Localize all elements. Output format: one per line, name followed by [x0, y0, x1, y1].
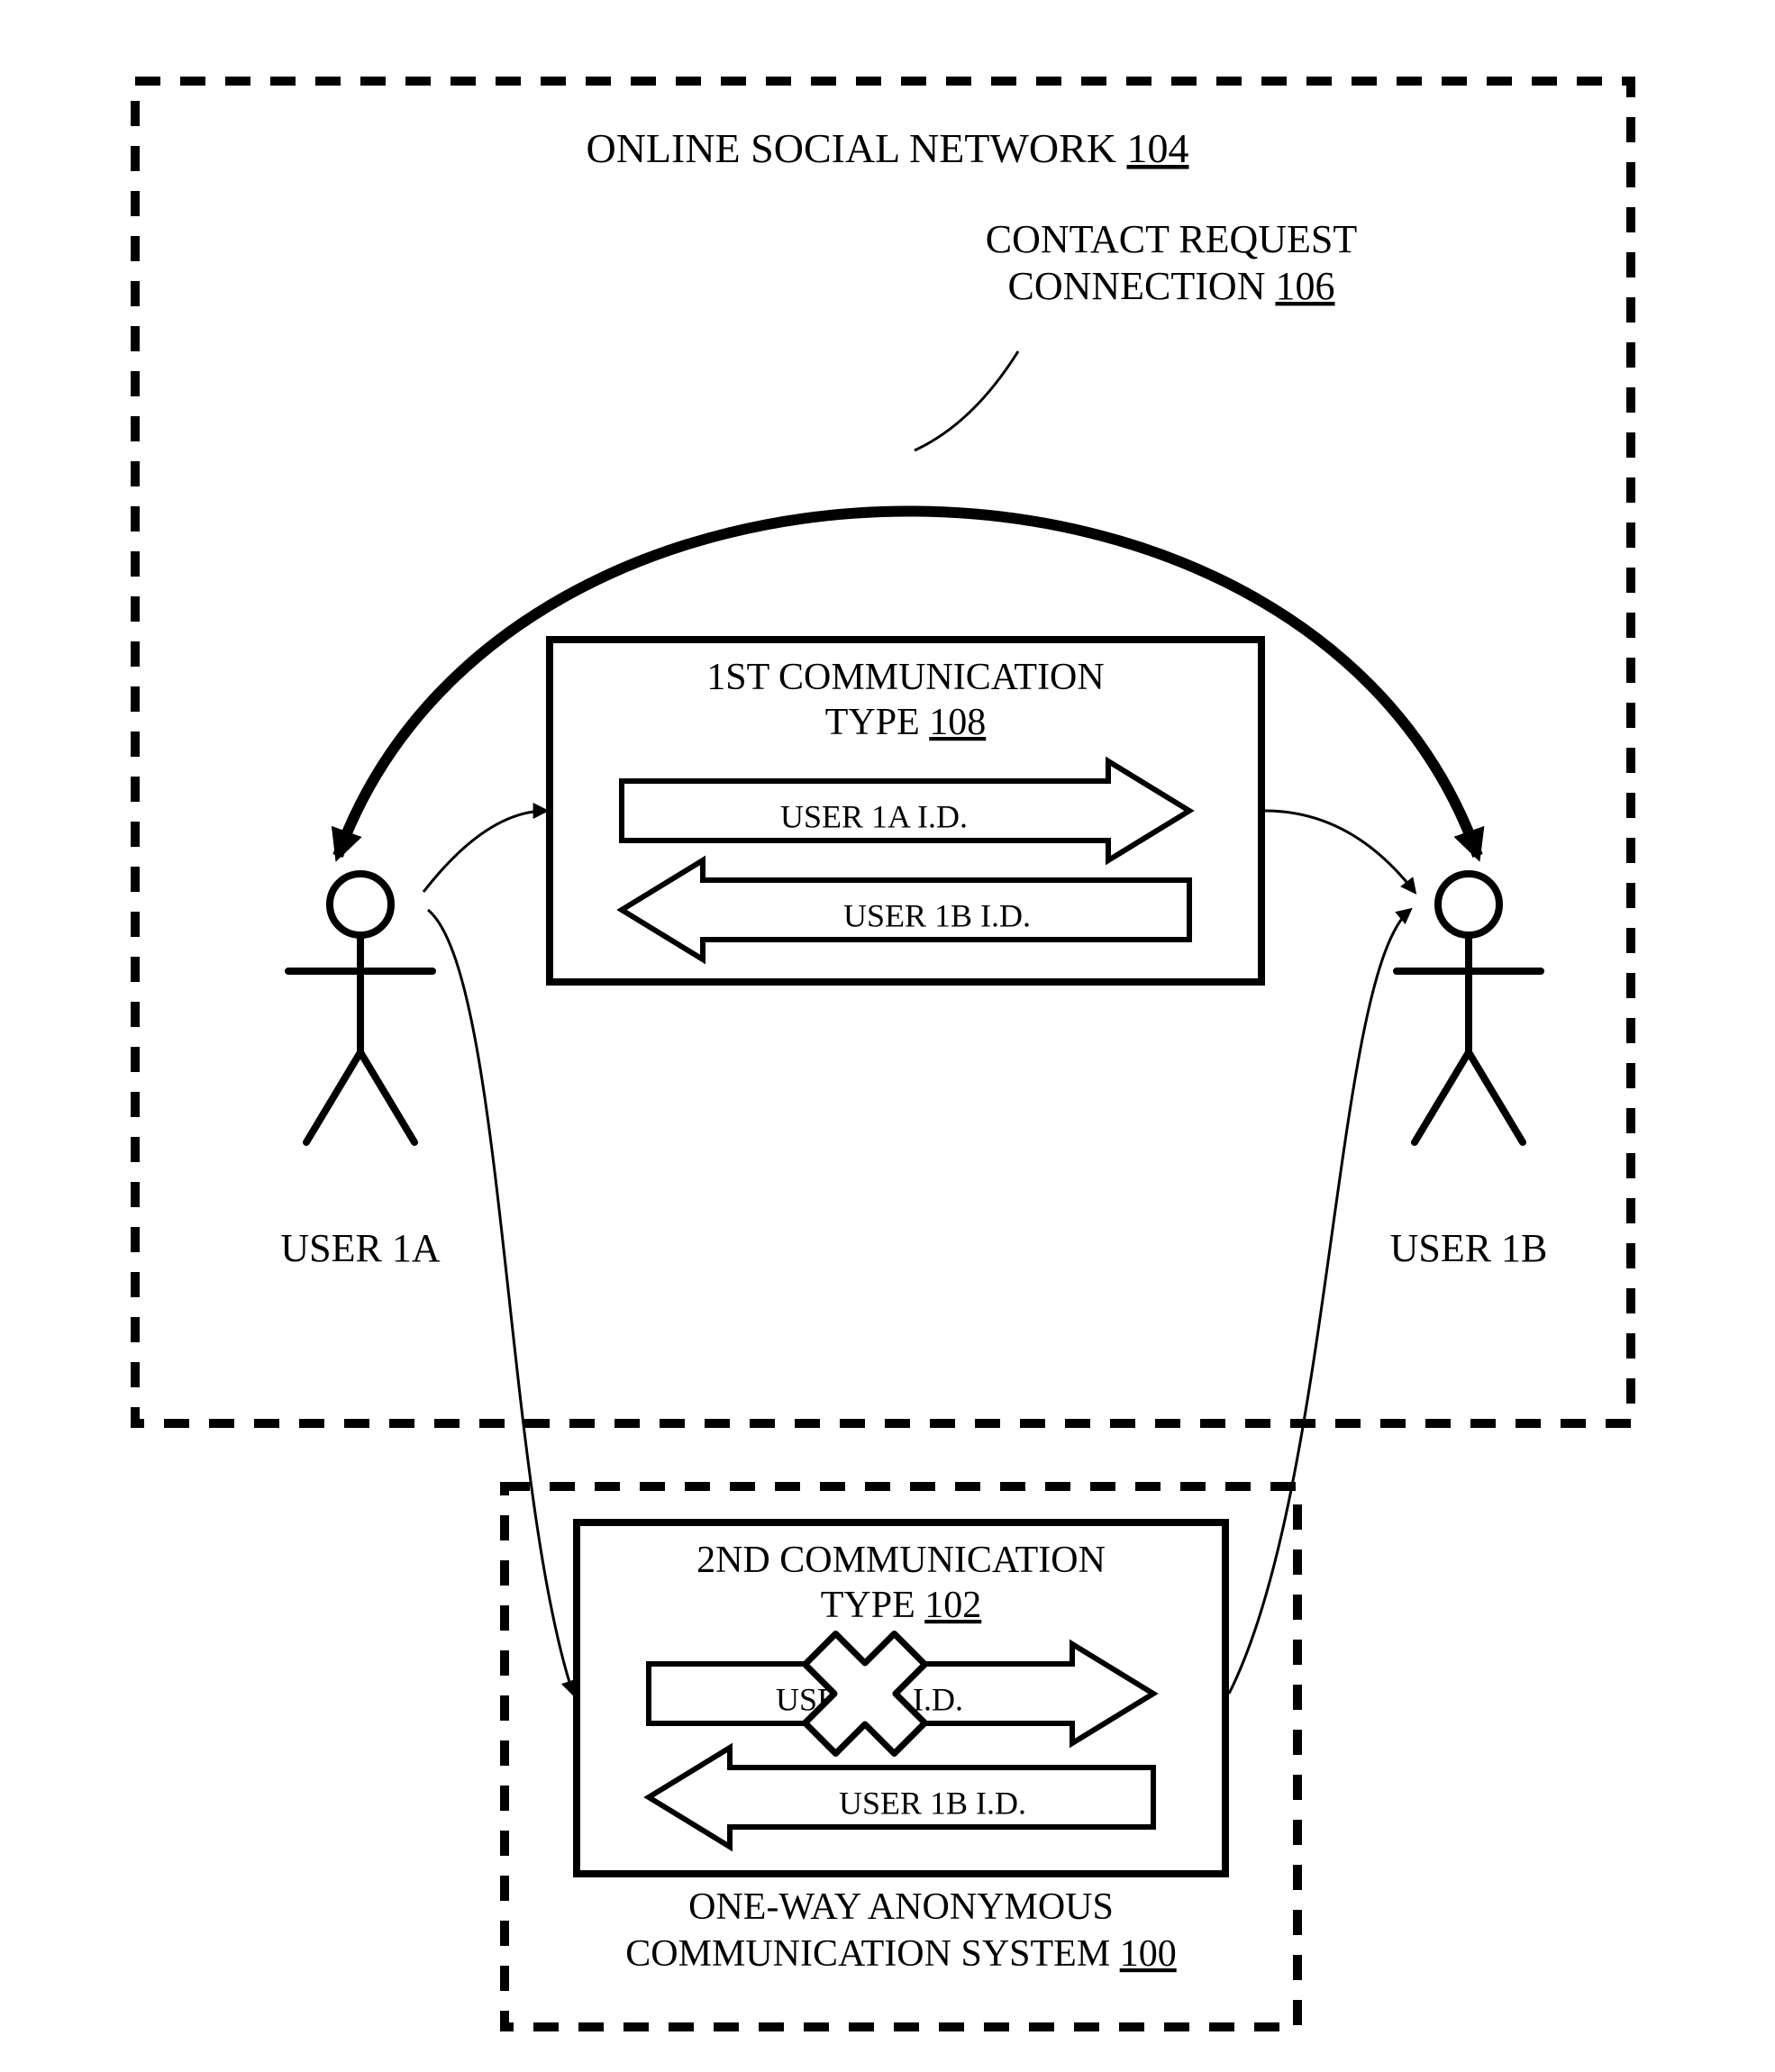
- contact-request-label-line1: CONTACT REQUEST: [986, 217, 1358, 261]
- first-communication-arrow-right-label: USER 1A I.D.: [780, 798, 968, 834]
- contact-request-leader: [915, 351, 1018, 450]
- anonymous-system-title-line2: COMMUNICATION SYSTEM 100: [625, 1933, 1176, 1975]
- user-1a-label: USER 1A: [280, 1226, 440, 1270]
- anonymous-system-title-line1: ONE-WAY ANONYMOUS: [688, 1886, 1114, 1928]
- user-1b: [1397, 874, 1541, 1142]
- second-communication-title-line2: TYPE 102: [821, 1585, 982, 1626]
- connector-a-to-first: [423, 811, 546, 892]
- first-communication-title-line1: 1ST COMMUNICATION: [706, 657, 1104, 698]
- first-communication-arrow-left-label: USER 1B I.D.: [843, 897, 1031, 933]
- second-communication-arrow-left-label: USER 1B I.D.: [839, 1785, 1026, 1821]
- connector-first-to-b: [1265, 811, 1415, 892]
- user-1a: [288, 874, 432, 1142]
- contact-request-label-line2: CONNECTION 106: [1008, 264, 1335, 308]
- connector-second-to-b: [1229, 910, 1410, 1694]
- diagram-canvas: ONLINE SOCIAL NETWORK 104 CONTACT REQUEST…: [0, 0, 1775, 2072]
- online-social-network-title: ONLINE SOCIAL NETWORK 104: [586, 125, 1188, 171]
- second-communication-title-line1: 2ND COMMUNICATION: [696, 1540, 1106, 1581]
- user-1b-label: USER 1B: [1390, 1226, 1548, 1270]
- first-communication-title-line2: TYPE 108: [825, 702, 987, 743]
